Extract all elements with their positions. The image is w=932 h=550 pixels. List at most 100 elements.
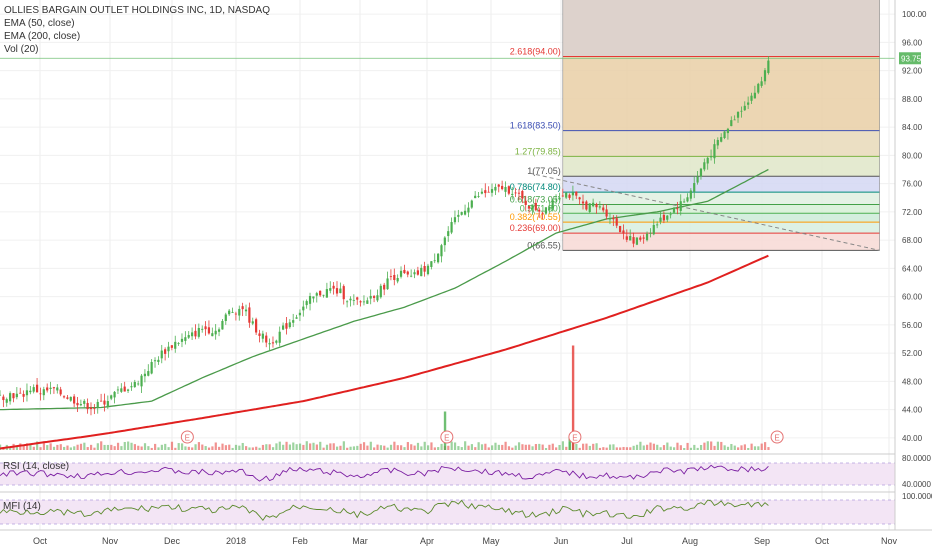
candle-body (672, 207, 676, 213)
volume-bar (241, 442, 244, 450)
candle-body (305, 301, 308, 306)
volume-bar (393, 441, 396, 450)
volume-bar (207, 447, 211, 450)
candle-body (160, 350, 163, 359)
candle-body (683, 201, 686, 203)
candle-body (93, 408, 96, 409)
volume-bar (322, 447, 325, 450)
price-tick-11: 56.00 (902, 321, 923, 330)
volume-bar (753, 446, 757, 450)
candle-body (578, 197, 581, 200)
candle-body (174, 341, 177, 349)
volume-bar (696, 447, 699, 450)
mfi-band (0, 500, 895, 524)
candle-body (625, 236, 628, 240)
volume-bar (396, 445, 399, 450)
fib-top-band (562, 0, 880, 57)
candle-body (440, 245, 443, 257)
volume-bar (497, 444, 500, 450)
candle-body (750, 95, 753, 101)
candle-body (56, 387, 59, 391)
candle-body (568, 194, 571, 198)
volume-bar (548, 444, 551, 450)
volume-bar (517, 442, 521, 450)
candle-body (474, 195, 477, 199)
candle-body (133, 381, 136, 388)
fib-band-0 (562, 56, 880, 131)
volume-bar (639, 441, 642, 450)
fib-label-6: 0.5(71.80) (520, 203, 561, 213)
candle-body (605, 209, 608, 217)
candle-body (511, 193, 514, 195)
legend: OLLIES BARGAIN OUTLET HOLDINGS INC, 1D, … (4, 4, 270, 56)
volume-bar (46, 445, 49, 450)
candle-body (177, 343, 180, 344)
volume-bar (743, 444, 746, 450)
candle-body (49, 387, 52, 389)
volume-bar (453, 442, 457, 450)
volume-bar (83, 442, 86, 450)
candle-body (255, 319, 258, 333)
volume-bar (608, 444, 612, 450)
candle-body (258, 333, 261, 336)
candle-body (369, 295, 372, 299)
candle-body (342, 286, 345, 300)
volume-bar (480, 444, 484, 450)
candle-body (541, 212, 544, 214)
volume-bar (575, 444, 578, 450)
volume-bar (42, 441, 46, 450)
volume-bar (238, 445, 241, 450)
volume-bar (551, 443, 554, 450)
candle-body (278, 331, 281, 343)
fib-band-2 (562, 156, 880, 177)
candle-body (100, 400, 103, 402)
candle-body (703, 162, 706, 170)
candle-body (450, 222, 453, 233)
candle-body (164, 349, 167, 354)
volume-bar (679, 445, 682, 450)
volume-bar (521, 444, 524, 450)
candle-body (356, 297, 359, 300)
candle-body (467, 207, 470, 213)
volume-bar (332, 443, 335, 450)
volume-bar (635, 444, 639, 450)
candle-body (130, 386, 133, 388)
candle-body (322, 294, 325, 296)
candle-body (517, 192, 521, 194)
candle-body (666, 215, 669, 220)
volume-bar (713, 445, 716, 450)
candle-body (35, 384, 39, 393)
volume-bar (699, 444, 703, 450)
volume-bar (204, 446, 207, 450)
candle-body (507, 186, 510, 194)
candle-body (561, 195, 564, 197)
volume-bar (504, 441, 507, 450)
candle-body (362, 301, 366, 303)
rsi-tick-0: 80.0000 (902, 454, 931, 463)
candle-body (548, 206, 551, 210)
candle-body (312, 296, 315, 299)
volume-bar (420, 446, 423, 450)
volume-bar (66, 445, 69, 450)
candle-body (190, 332, 194, 337)
candle-body (639, 237, 642, 240)
candle-body (696, 176, 699, 183)
candle-body (143, 373, 147, 377)
candle-body (292, 320, 295, 323)
time-tick-8: Jun (554, 536, 569, 546)
ema200-legend: EMA (200, close) (4, 31, 81, 42)
candle-body (585, 201, 588, 210)
volume-bar (329, 443, 332, 450)
volume-bar (767, 447, 770, 450)
volume-bar (147, 446, 150, 450)
candle-body (187, 335, 190, 338)
volume-bar (248, 447, 251, 450)
symbol-title: OLLIES BARGAIN OUTLET HOLDINGS INC, 1D, … (4, 5, 270, 16)
volume-bar (602, 447, 605, 450)
volume-spike (571, 345, 575, 450)
volume-bar (339, 445, 342, 450)
volume-bar (86, 447, 89, 450)
fib-label-3: 1(77.05) (527, 166, 561, 176)
candle-body (52, 387, 56, 389)
